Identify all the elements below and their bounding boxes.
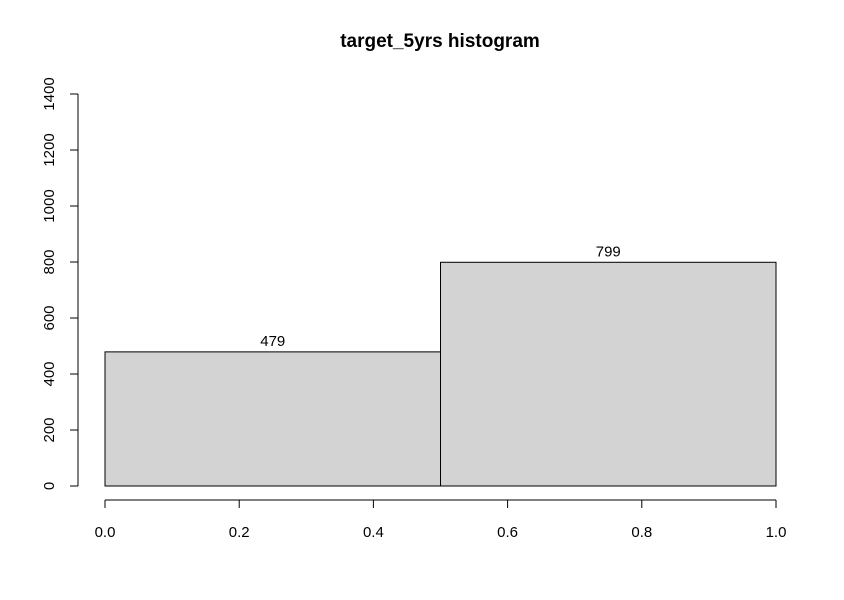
bar-count-label: 799 [596, 243, 621, 260]
y-tick-label: 400 [41, 361, 58, 386]
x-tick-label: 1.0 [766, 524, 787, 541]
y-tick-label: 1400 [41, 77, 58, 110]
x-tick-label: 0.6 [497, 524, 518, 541]
y-axis: 0 200 400 600 800 1000 1200 1400 [41, 77, 79, 490]
y-tick-label: 800 [41, 249, 58, 274]
histogram-bar [440, 261, 777, 487]
bar-count-label: 479 [260, 333, 285, 350]
x-axis: 0.0 0.2 0.4 0.6 0.8 1.0 [95, 499, 787, 541]
y-tick-label: 1000 [41, 189, 58, 222]
data-labels-group: 479 799 [260, 243, 621, 350]
chart-title: target_5yrs histogram [340, 31, 540, 52]
y-tick-label: 600 [41, 305, 58, 330]
y-tick-label: 1200 [41, 133, 58, 166]
y-tick-label: 0 [41, 482, 58, 490]
histogram-bar [104, 351, 441, 487]
bars-group [104, 261, 777, 487]
x-tick-label: 0.4 [363, 524, 384, 541]
x-tick-label: 0.0 [95, 524, 116, 541]
x-tick-label: 0.8 [631, 524, 652, 541]
x-tick-label: 0.2 [229, 524, 250, 541]
y-tick-label: 200 [41, 417, 58, 442]
